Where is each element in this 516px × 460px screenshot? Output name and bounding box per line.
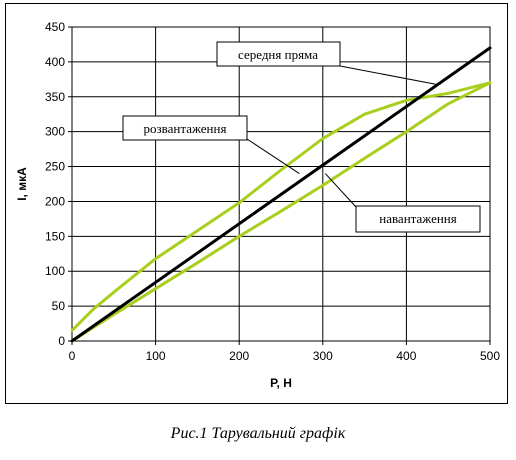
gridlines: [71, 26, 491, 342]
x-tick-labels: 0 100 200 300 400 500: [69, 341, 500, 363]
chart-frame: 0 50 100 150 200 250 300 350 400 450 0 100 200 300 40…: [5, 3, 508, 404]
y-tick-label: 450: [45, 20, 65, 34]
annotation-leader-line: [339, 65, 436, 85]
series-line-розвантаження: [70, 81, 492, 332]
x-tick-label: 100: [146, 349, 166, 363]
x-tick-label: 400: [396, 349, 416, 363]
y-tick-labels: 0 50 100 150 200 250 300 350 400 450: [45, 20, 72, 348]
annotation-leaders: [246, 65, 436, 208]
y-tick-label: 300: [45, 125, 65, 139]
y-tick-label: 350: [45, 90, 65, 104]
series-line-навантаження: [70, 81, 492, 343]
annotation-box: [355, 205, 481, 233]
series-line-середня-пряма: [70, 46, 492, 343]
series-lines: [70, 46, 492, 343]
annotation-box: [122, 115, 248, 141]
annotation-label: навантаження: [379, 211, 457, 226]
y-tick-label: 400: [45, 55, 65, 69]
figure-caption: Рис.1 Тарувальний графік: [170, 425, 346, 442]
annotation-leader-line: [324, 173, 357, 208]
y-tick-label: 0: [58, 334, 65, 348]
y-tick-label: 250: [45, 160, 65, 174]
x-tick-label: 300: [313, 349, 333, 363]
y-axis-label: I, мкА: [15, 167, 29, 201]
annotation-box: [216, 41, 341, 67]
y-tick-label: 200: [45, 194, 65, 208]
annotation-leader-line: [246, 138, 300, 174]
annotation-label: розвантаження: [144, 121, 227, 136]
x-tick-label: 0: [69, 349, 76, 363]
annotation-label: середня пряма: [238, 47, 318, 62]
y-tick-label: 50: [52, 299, 66, 313]
x-axis-label: P, H: [270, 376, 292, 390]
y-tick-label: 100: [45, 264, 65, 278]
x-tick-label: 200: [229, 349, 249, 363]
chart: 0 50 100 150 200 250 300 350 400 450 0 100 200 300 40…: [15, 20, 500, 390]
annotations: середня пряма розвантаження навантаження: [122, 41, 481, 233]
x-tick-label: 500: [480, 349, 500, 363]
plot-area: [71, 26, 491, 342]
y-tick-label: 150: [45, 229, 65, 243]
